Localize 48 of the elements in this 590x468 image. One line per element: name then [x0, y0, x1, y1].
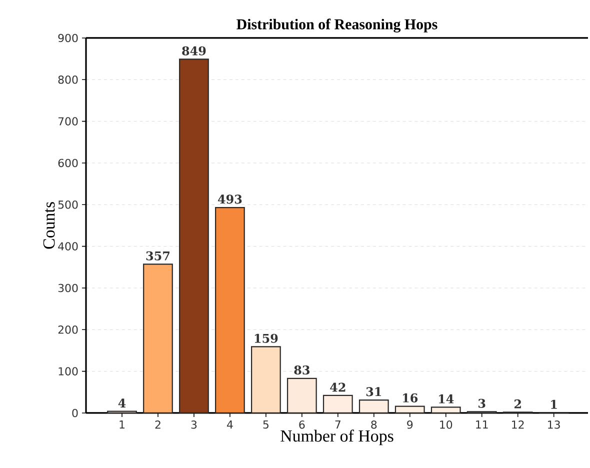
- bar: [358, 400, 389, 414]
- bar: [394, 406, 425, 414]
- y-axis-title: Counts: [43, 202, 55, 249]
- y-tick-label: 200: [58, 326, 78, 334]
- data-label: 14: [439, 394, 454, 404]
- x-tick-label: 4: [226, 420, 233, 428]
- data-label: 357: [146, 251, 170, 260]
- x-tick-label: 7: [335, 420, 340, 428]
- x-tick-label: 6: [299, 420, 305, 429]
- bar: [250, 346, 281, 414]
- y-tick-label: 300: [58, 284, 78, 292]
- data-label: 159: [254, 334, 278, 343]
- bar: [143, 264, 173, 414]
- bar: [215, 207, 245, 414]
- x-tick-label: 5: [263, 420, 268, 429]
- x-tick-label: 10: [440, 420, 452, 429]
- y-tick-label: 800: [58, 76, 78, 84]
- y-tick-label: 600: [58, 158, 78, 168]
- bar: [179, 58, 209, 414]
- x-tick-label: 1: [120, 420, 124, 428]
- bar: [286, 378, 317, 414]
- x-tick-label: 13: [548, 420, 560, 429]
- data-label: 3: [478, 398, 486, 408]
- y-tick-label: 900: [58, 34, 78, 42]
- y-tick-label: 400: [58, 242, 78, 250]
- data-label: 16: [403, 393, 418, 402]
- data-label: 31: [366, 387, 382, 396]
- data-label: 83: [294, 365, 310, 375]
- y-tick-label: 0: [72, 408, 78, 418]
- x-tick-label: 9: [407, 420, 413, 429]
- x-tick-label: 8: [371, 420, 377, 429]
- data-label: 493: [218, 194, 242, 204]
- chart-title: Distribution of Reasoning Hops: [236, 18, 438, 32]
- bar: [430, 406, 461, 414]
- x-tick-label: 2: [155, 420, 160, 429]
- data-label: 4: [118, 398, 126, 408]
- data-label: 2: [514, 399, 521, 408]
- x-tick-label: 3: [191, 420, 197, 429]
- data-label: 849: [182, 46, 206, 56]
- data-label: 42: [330, 382, 346, 392]
- y-tick-label: 700: [58, 117, 78, 126]
- x-tick-label: 12: [512, 420, 524, 429]
- data-label: 1: [551, 400, 557, 409]
- bar: [322, 394, 353, 414]
- y-tick-label: 100: [58, 367, 78, 376]
- x-axis-title: Number of Hops: [280, 430, 394, 446]
- y-tick-label: 500: [58, 200, 78, 209]
- x-tick-label: 11: [476, 420, 488, 428]
